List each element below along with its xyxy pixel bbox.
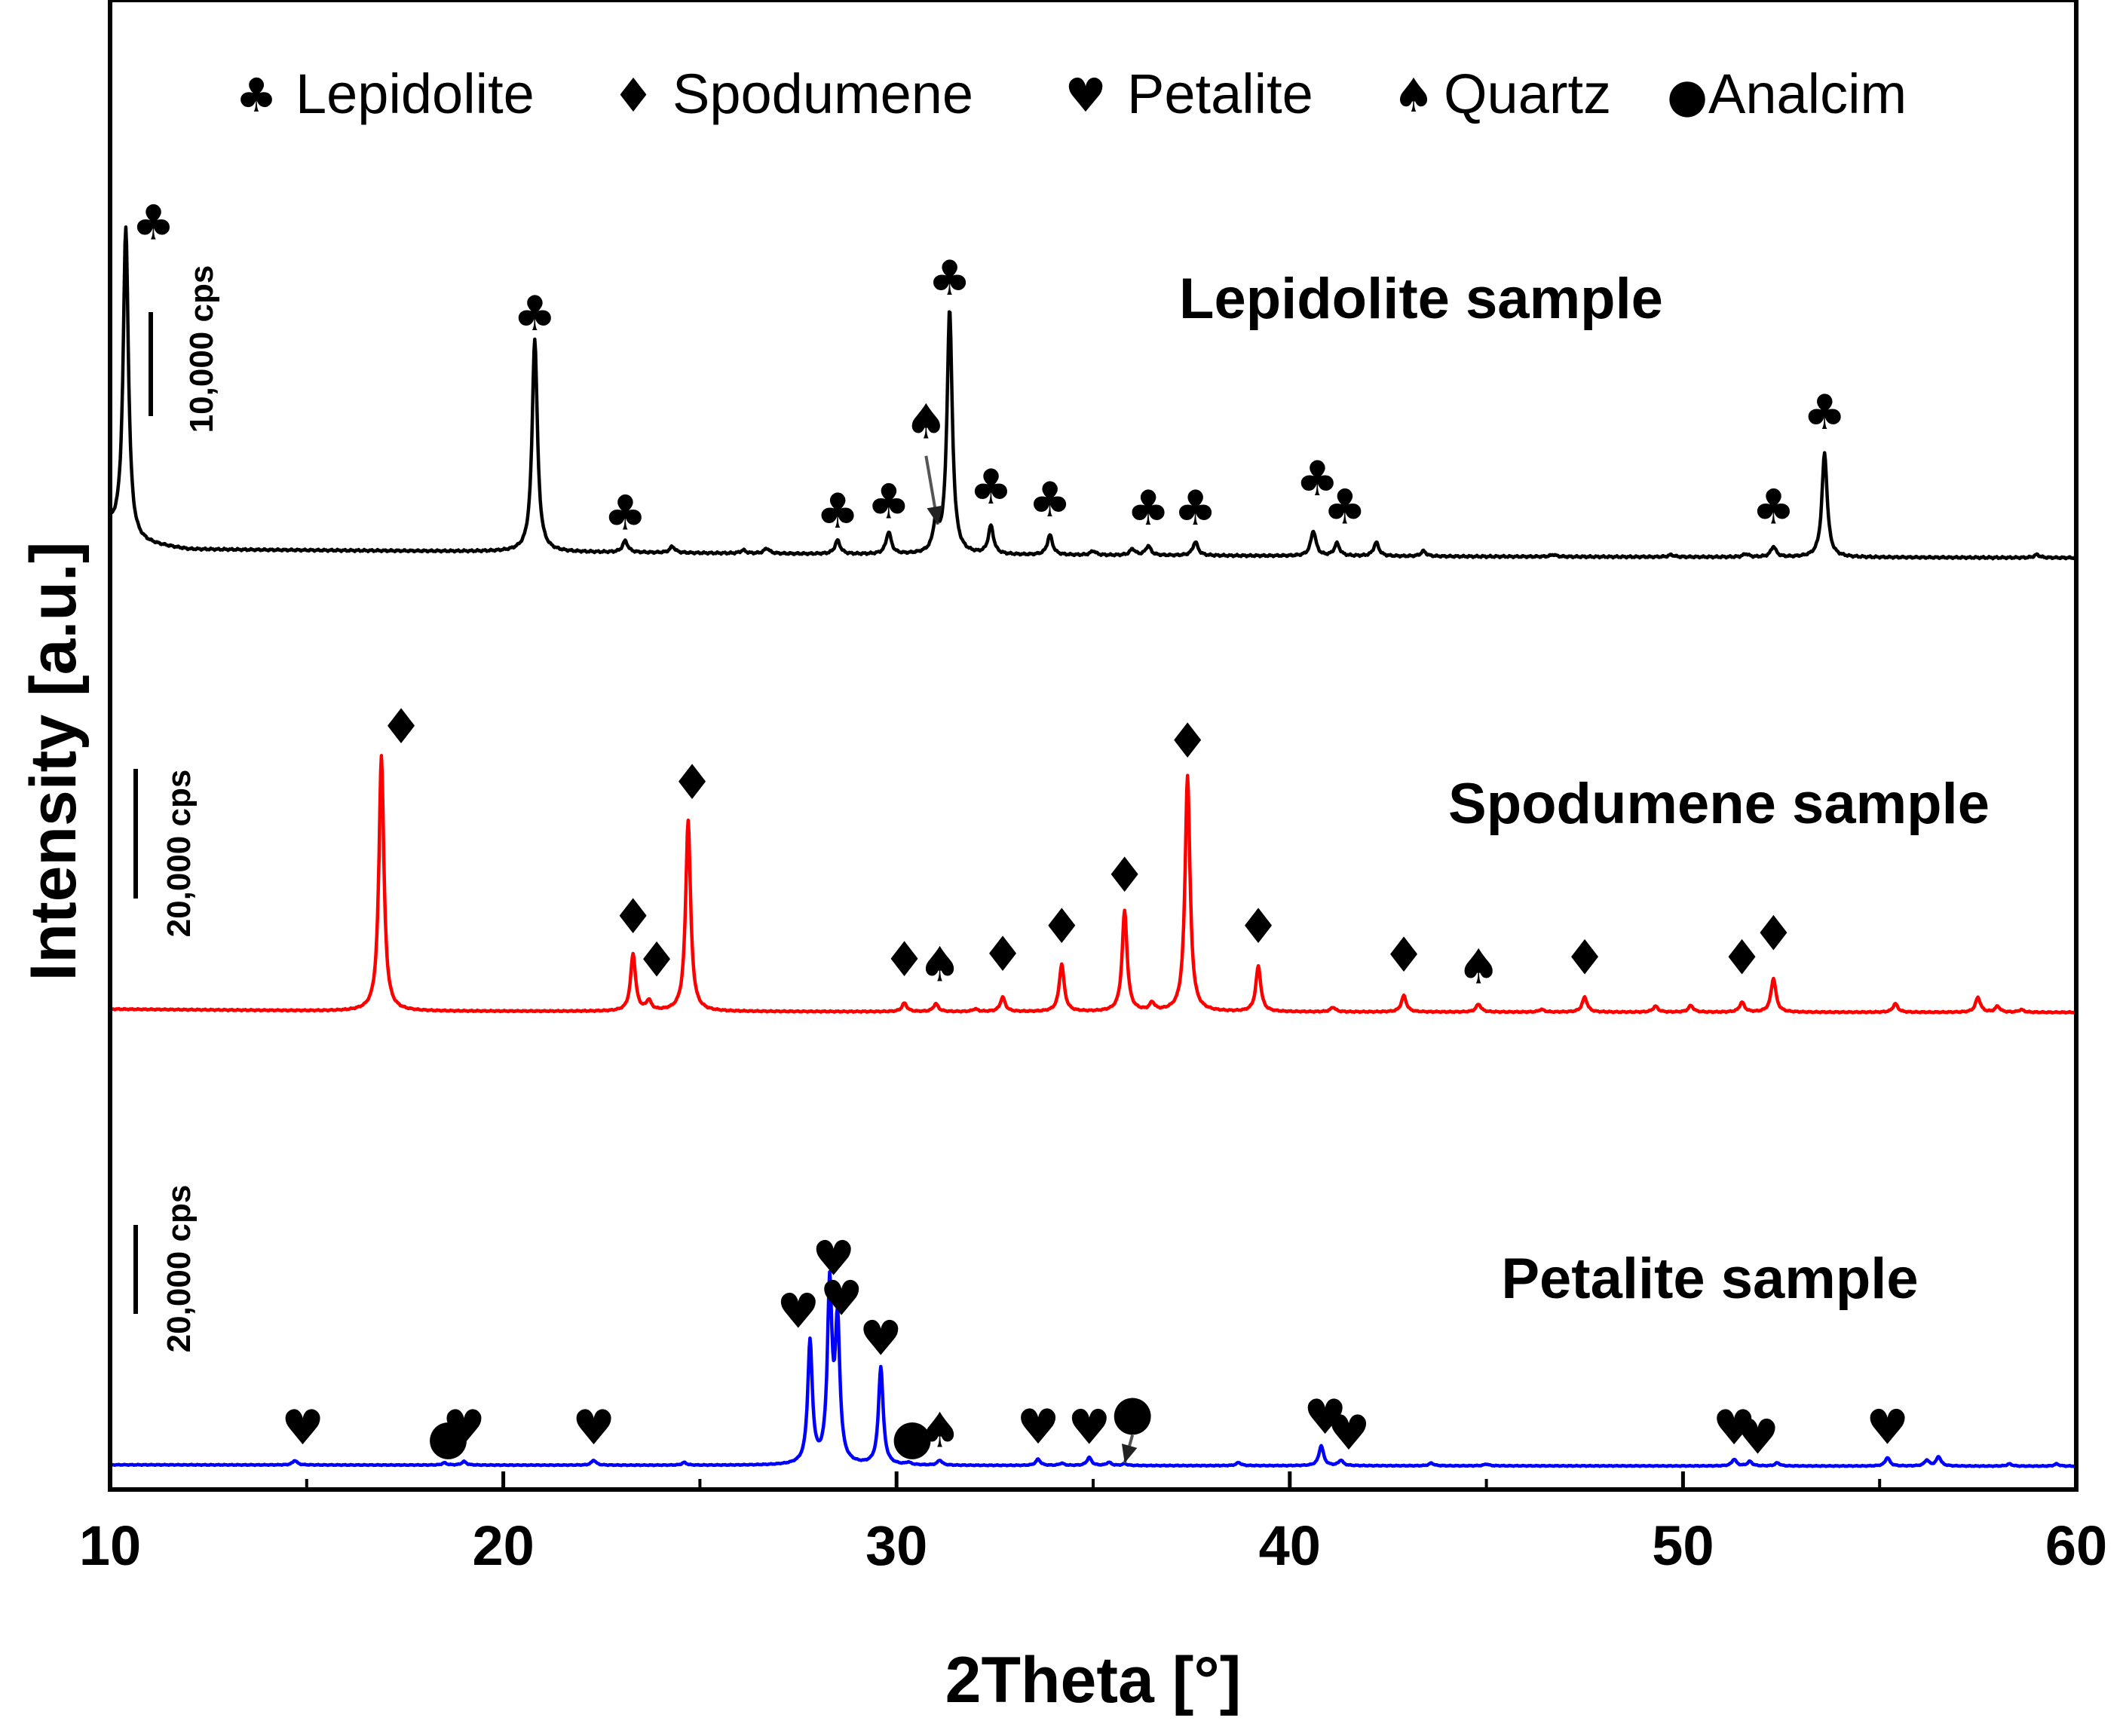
- peak-marker: ●: [427, 1410, 470, 1465]
- curve-petalite: [109, 1270, 2078, 1468]
- x-tick-label: 20: [472, 1514, 534, 1577]
- x-tick-label: 40: [1259, 1514, 1321, 1577]
- peak-marker: ♦: [379, 700, 422, 755]
- legend-label-analcim: Analcim: [1708, 63, 1907, 125]
- x-axis-title: 2Theta [°]: [945, 1644, 1242, 1716]
- peak-marker: ♥: [1866, 1401, 1909, 1456]
- peak-marker: ♥: [820, 1271, 863, 1327]
- peak-marker: ♦: [883, 932, 926, 988]
- peak-marker: ♥: [1068, 1401, 1110, 1456]
- annotation-arrows: [924, 455, 1138, 1464]
- peak-marker: ♣: [1803, 385, 1846, 441]
- peak-marker: ♥: [1713, 1401, 1756, 1456]
- curve-spodumene: [109, 754, 2078, 1015]
- peak-marker: ♦: [981, 927, 1024, 983]
- peak-marker: ♣: [604, 486, 647, 542]
- peak-marker: ♥: [443, 1401, 486, 1456]
- peak-marker: ♣: [867, 475, 910, 531]
- scale-bar-petalite: 20,000 cps: [133, 1185, 198, 1353]
- scale-label-lepidolite: 10,000 cps: [183, 265, 220, 433]
- diffraction-curves: [108, 225, 2078, 1468]
- peak-marker: ♣: [1028, 473, 1071, 528]
- legend-symbol-spodumene: ♦: [612, 68, 654, 123]
- scale-bar-spodumene: 20,000 cps: [133, 769, 198, 938]
- peak-marker: ♥: [777, 1284, 819, 1340]
- peak-marker: ♥: [1327, 1406, 1370, 1462]
- peak-marker: ♠: [918, 1404, 961, 1459]
- peak-marker: ♥: [281, 1401, 324, 1456]
- legend-symbol-lepidolite: ♣: [235, 68, 277, 123]
- phase-markers: ♣♣♣ ♣ ♣♠♣♣ ♣ ♣ ♣♣♣ ♣♣♦♦♦♦♦♠ ♦ ♦♦♦♦♦ ♠ ♦ ♦♦♥ ●♥ ♥♥♥♥♥●…: [132, 196, 1910, 1466]
- legend: ♣ Lepidolite ♦ Spodumene ♥ Petalite ♠ Quartz ● An…: [235, 63, 1907, 125]
- peak-marker: ♣: [1323, 480, 1366, 536]
- peak-marker: ♥: [1303, 1390, 1346, 1446]
- scale-bar-lepidolite: 10,000 cps: [149, 265, 220, 433]
- peak-marker: ♣: [970, 460, 1012, 516]
- legend-label-spodumene: Spodumene: [672, 63, 973, 125]
- peak-marker: ♥: [812, 1231, 855, 1287]
- legend-symbol-petalite: ♥: [1065, 68, 1107, 123]
- peak-marker: ♥: [572, 1401, 615, 1456]
- curve-lepidolite: [108, 225, 2078, 561]
- peak-marker: ♦: [670, 755, 713, 811]
- legend-label-lepidolite: Lepidolite: [296, 63, 535, 125]
- peak-marker: ♥: [859, 1312, 902, 1367]
- peak-marker: ♦: [1040, 899, 1083, 955]
- x-tick-label: 60: [2045, 1514, 2107, 1577]
- peak-marker: ♠: [1457, 939, 1500, 995]
- peak-marker: ♠: [905, 394, 948, 450]
- peak-marker: ♠: [918, 938, 961, 994]
- y-axis-title: Intensity [a.u.]: [17, 542, 90, 981]
- legend-label-quartz: Quartz: [1444, 63, 1611, 125]
- peak-marker: ♦: [1720, 930, 1763, 986]
- peak-marker: ♦: [1563, 930, 1606, 986]
- peak-marker: ♦: [635, 933, 678, 989]
- label-petalite-sample: Petalite sample: [1501, 1247, 1918, 1311]
- peak-marker: ♣: [1752, 480, 1795, 536]
- label-spodumene-sample: Spodumene sample: [1448, 772, 1990, 836]
- peak-marker: ♣: [1296, 452, 1339, 507]
- peak-marker: ♣: [928, 251, 971, 307]
- peak-marker: ♦: [1103, 848, 1146, 904]
- peak-marker: ♣: [816, 484, 859, 540]
- peak-marker: ♦: [1166, 714, 1209, 770]
- peak-marker: ♦: [1382, 928, 1425, 984]
- peak-marker: ♦: [611, 889, 654, 945]
- peak-marker: ♣: [513, 286, 556, 342]
- annotation-arrow-head: [1121, 1444, 1138, 1463]
- peak-marker: ♥: [1016, 1400, 1059, 1456]
- peak-marker: ♣: [1174, 481, 1217, 537]
- peak-marker: ♥: [1736, 1410, 1779, 1466]
- x-axis: 10 20 30 40 50 60: [79, 1471, 2107, 1577]
- legend-symbol-quartz: ♠: [1392, 68, 1435, 123]
- annotation-arrow-head: [927, 505, 943, 525]
- scale-label-spodumene: 20,000 cps: [161, 770, 198, 938]
- peak-marker: ●: [891, 1410, 933, 1465]
- scale-label-petalite: 20,000 cps: [161, 1185, 198, 1353]
- peak-marker: ●: [1111, 1385, 1153, 1441]
- x-tick-label: 30: [865, 1514, 927, 1577]
- peak-marker: ♦: [1236, 899, 1279, 955]
- label-lepidolite-sample: Lepidolite sample: [1179, 267, 1663, 331]
- peak-marker: ♣: [1126, 481, 1169, 537]
- peak-marker: ♣: [132, 196, 175, 252]
- peak-marker: ♦: [1752, 906, 1795, 962]
- legend-label-petalite: Petalite: [1127, 63, 1313, 125]
- legend-symbol-analcim: ●: [1667, 68, 1708, 123]
- x-tick-label: 50: [1652, 1514, 1714, 1577]
- x-tick-label: 10: [79, 1514, 141, 1577]
